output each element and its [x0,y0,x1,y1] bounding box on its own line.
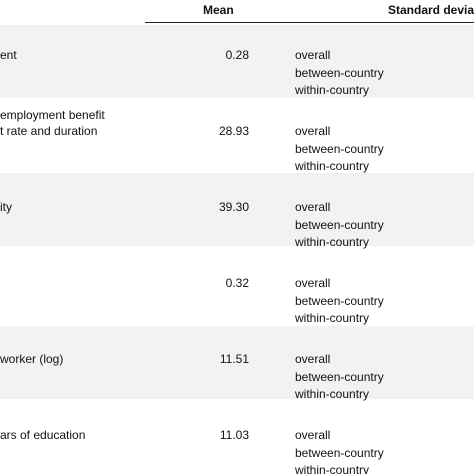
mean-value: 11.03 [219,428,249,442]
sd-label: overall [295,276,331,290]
mean-value: 39.30 [218,200,249,214]
column-header: Standard devia [388,3,474,17]
mean-value: 11.51 [219,352,249,366]
row-label: ity [0,200,12,214]
sd-label: overall [295,124,331,138]
row-band [0,173,474,246]
sd-label: within-country [295,463,370,474]
mean-value: 28.93 [218,124,249,138]
sd-label: between-country [295,141,384,156]
sd-label: between-country [295,293,384,308]
mean-value: 0.32 [225,276,249,290]
sd-label: within-country [295,159,370,173]
sd-label: within-country [295,311,370,325]
mean-value: 0.28 [225,48,249,62]
sd-label: within-country [295,83,370,97]
sd-label: within-country [295,235,370,249]
row-band [0,25,474,98]
row-label: ars of education [0,428,86,442]
sd-label: between-country [295,217,384,232]
row-band [0,326,474,399]
sd-label: between-country [295,445,384,460]
row-label: worker (log) [0,352,64,366]
row-label: employment benefit [0,108,105,122]
header-rule [145,22,474,23]
row-label: t rate and duration [0,124,98,138]
sd-label: between-country [295,369,384,384]
row-label: ent [0,48,17,62]
column-header: Mean [203,3,234,17]
sd-label: overall [295,200,331,214]
sd-label: within-country [295,387,370,401]
sd-label: overall [295,48,331,62]
sd-label: overall [295,428,331,442]
sd-label: overall [295,352,331,366]
sd-label: between-country [295,65,384,80]
